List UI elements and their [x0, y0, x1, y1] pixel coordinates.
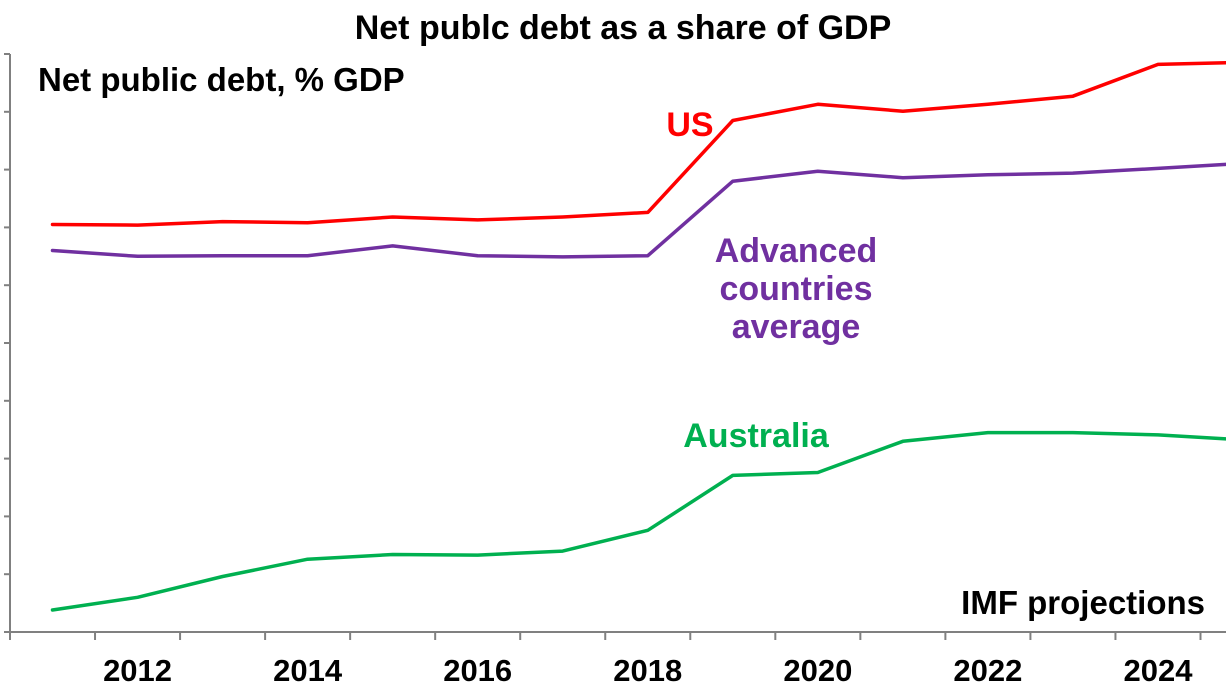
- projection-note: IMF projections: [961, 584, 1205, 621]
- series-label-us: US: [666, 106, 713, 144]
- chart-title: Net publc debt as a share of GDP: [355, 9, 892, 47]
- x-tick-label: 2016: [443, 653, 512, 688]
- series-line-australia: [50, 430, 1226, 612]
- x-tick-label: 2012: [103, 653, 172, 688]
- x-tick-label: 2022: [953, 653, 1022, 688]
- series-labels: US Advanced countries average Australia: [666, 106, 877, 455]
- axes: 2012 2014 2016 2018 2020 2022 2024: [4, 53, 1226, 688]
- series-label-australia: Australia: [683, 417, 830, 455]
- x-tick-label: 2018: [613, 653, 682, 688]
- x-tick-label: 2024: [1123, 653, 1193, 688]
- chart-subtitle: Net public debt, % GDP: [38, 61, 405, 98]
- series-label-advanced-countries-average: Advanced countries average: [715, 232, 878, 346]
- series-line-advanced-countries-average: [50, 162, 1226, 259]
- series-line-us: [50, 60, 1226, 227]
- x-tick-label: 2014: [273, 653, 343, 688]
- series-lines: [50, 60, 1226, 612]
- x-tick-label: 2020: [783, 653, 852, 688]
